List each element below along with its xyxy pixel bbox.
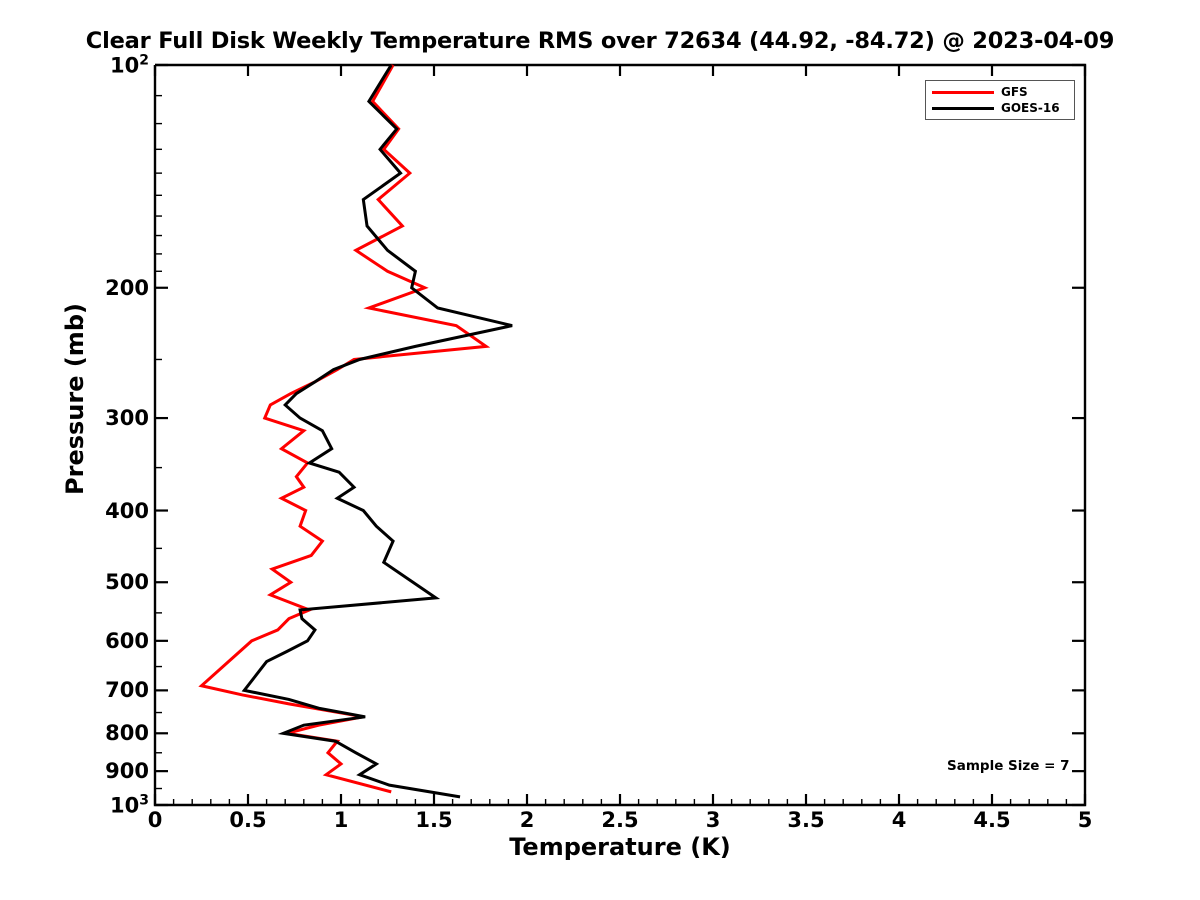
legend: GFS GOES-16: [925, 80, 1075, 120]
legend-label-goes16: GOES-16: [1001, 101, 1060, 115]
x-axis-label: Temperature (K): [509, 833, 731, 861]
y-tick-label: 900: [105, 759, 149, 784]
y-tick-label: 400: [105, 498, 149, 523]
y-axis-label: Pressure (mb): [61, 303, 89, 495]
series-line-gfs: [202, 65, 487, 792]
x-tick-label: 4.5: [973, 808, 1011, 832]
legend-line-icon-goes16: [932, 106, 994, 110]
x-tick-label: 3: [705, 808, 721, 832]
y-tick-label: 800: [105, 721, 149, 746]
x-tick-label: 0: [147, 808, 163, 832]
x-tick-label: 4: [891, 808, 907, 832]
x-tick-label: 1.5: [415, 808, 453, 832]
y-tick-label: 102: [110, 52, 149, 78]
y-tick-label: 700: [105, 678, 149, 703]
x-tick-label: 0.5: [229, 808, 267, 832]
legend-label-gfs: GFS: [1001, 85, 1028, 99]
x-tick-label: 5: [1077, 808, 1093, 832]
legend-line-icon-gfs: [932, 90, 994, 94]
y-tick-label: 600: [105, 628, 149, 653]
x-tick-label: 3.5: [787, 808, 825, 832]
x-tick-label: 2: [519, 808, 535, 832]
x-tick-label: 2.5: [601, 808, 639, 832]
legend-entry-goes16: GOES-16: [932, 101, 1060, 115]
x-tick-label: 1: [333, 808, 349, 832]
legend-entry-gfs: GFS: [932, 85, 1028, 99]
sample-size-annotation: Sample Size = 7: [947, 758, 1070, 774]
y-tick-label: 103: [110, 792, 149, 818]
y-tick-label: 200: [105, 275, 149, 300]
y-tick-label: 500: [105, 570, 149, 595]
axis-frame: [155, 65, 1085, 805]
y-tick-label: 300: [105, 406, 149, 431]
series-line-goes-16: [244, 65, 512, 797]
page-title: Clear Full Disk Weekly Temperature RMS o…: [85, 28, 1115, 54]
